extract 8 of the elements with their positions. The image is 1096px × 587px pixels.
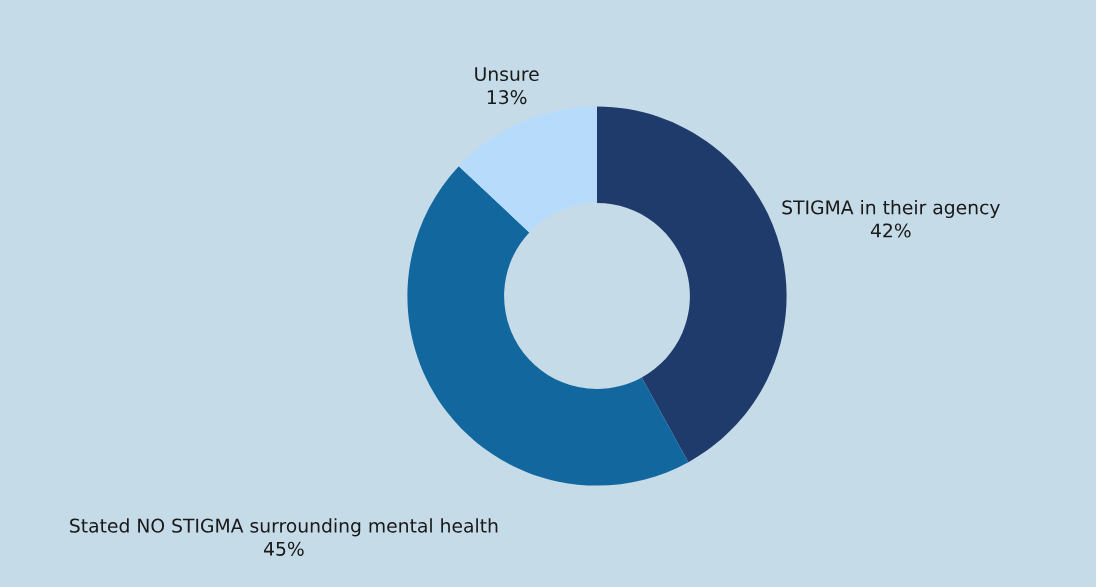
- slice-label: STIGMA in their agency: [782, 199, 1000, 219]
- data-label: 45%: [263, 541, 304, 556]
- data-label: 42%: [870, 223, 911, 238]
- donut-slice: [407, 166, 689, 486]
- slice-label: Stated NO STIGMA surrounding mental health: [70, 518, 498, 537]
- slice-label: Unsure: [475, 67, 539, 82]
- data-label: 13%: [487, 90, 527, 105]
- donut-slice: [458, 106, 597, 233]
